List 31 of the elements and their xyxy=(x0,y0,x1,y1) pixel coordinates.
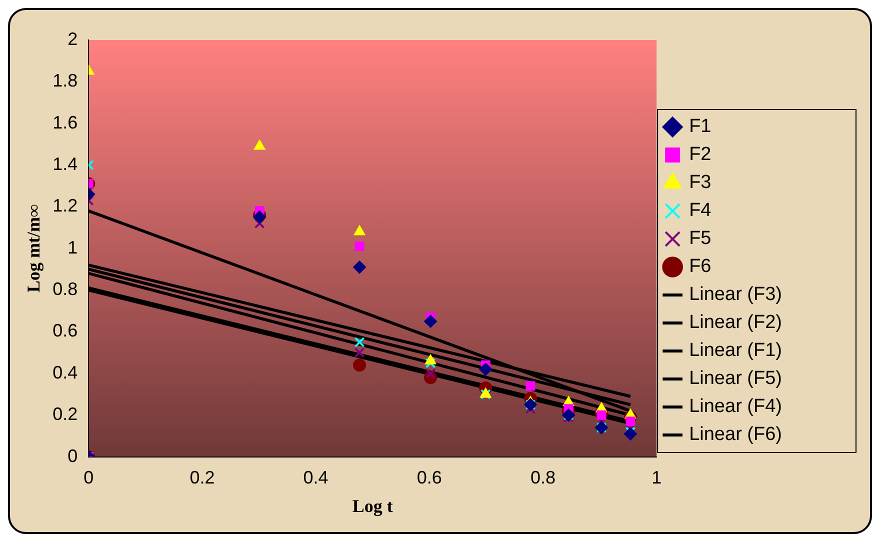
y-tick-label: 1.8 xyxy=(52,70,78,91)
legend-label: Linear (F3) xyxy=(689,284,782,306)
y-tick-label: 1.6 xyxy=(52,112,78,132)
x-tick-label: 1 xyxy=(652,468,662,488)
x-axis-title: Log t xyxy=(352,496,393,516)
y-axis-title: Log mt/m∞ xyxy=(23,204,44,293)
y-tick-label: 0.4 xyxy=(52,362,78,382)
x-tick-label: 0.6 xyxy=(416,468,442,488)
y-tick-label: 0.8 xyxy=(52,279,78,300)
legend-label: F5 xyxy=(689,228,712,250)
legend-label: Linear (F2) xyxy=(689,312,782,334)
legend-label: F4 xyxy=(689,200,712,222)
y-tick-label: 1.4 xyxy=(52,154,78,174)
y-tick-label: 1 xyxy=(68,237,78,258)
y-tick-label: 0.6 xyxy=(52,320,78,341)
legend-label: Linear (F6) xyxy=(689,424,782,446)
y-tick-label: 0 xyxy=(68,446,78,466)
x-tick-label: 0.2 xyxy=(190,468,215,488)
legend-label: F2 xyxy=(689,144,712,166)
y-tick-label: 2 xyxy=(68,28,78,49)
legend-label: Linear (F1) xyxy=(689,340,782,362)
legend-label: F1 xyxy=(689,116,712,138)
legend-label: Linear (F4) xyxy=(689,396,782,418)
x-tick-label: 0.4 xyxy=(303,468,328,488)
legend-label: F3 xyxy=(689,172,712,194)
x-tick-label: 0.8 xyxy=(530,468,556,488)
legend-label: F6 xyxy=(689,256,712,278)
y-tick-label: 0.2 xyxy=(52,404,78,424)
y-tick-label: 1.2 xyxy=(52,196,78,216)
legend-label: Linear (F5) xyxy=(689,368,782,390)
x-tick-label: 0 xyxy=(84,468,94,488)
